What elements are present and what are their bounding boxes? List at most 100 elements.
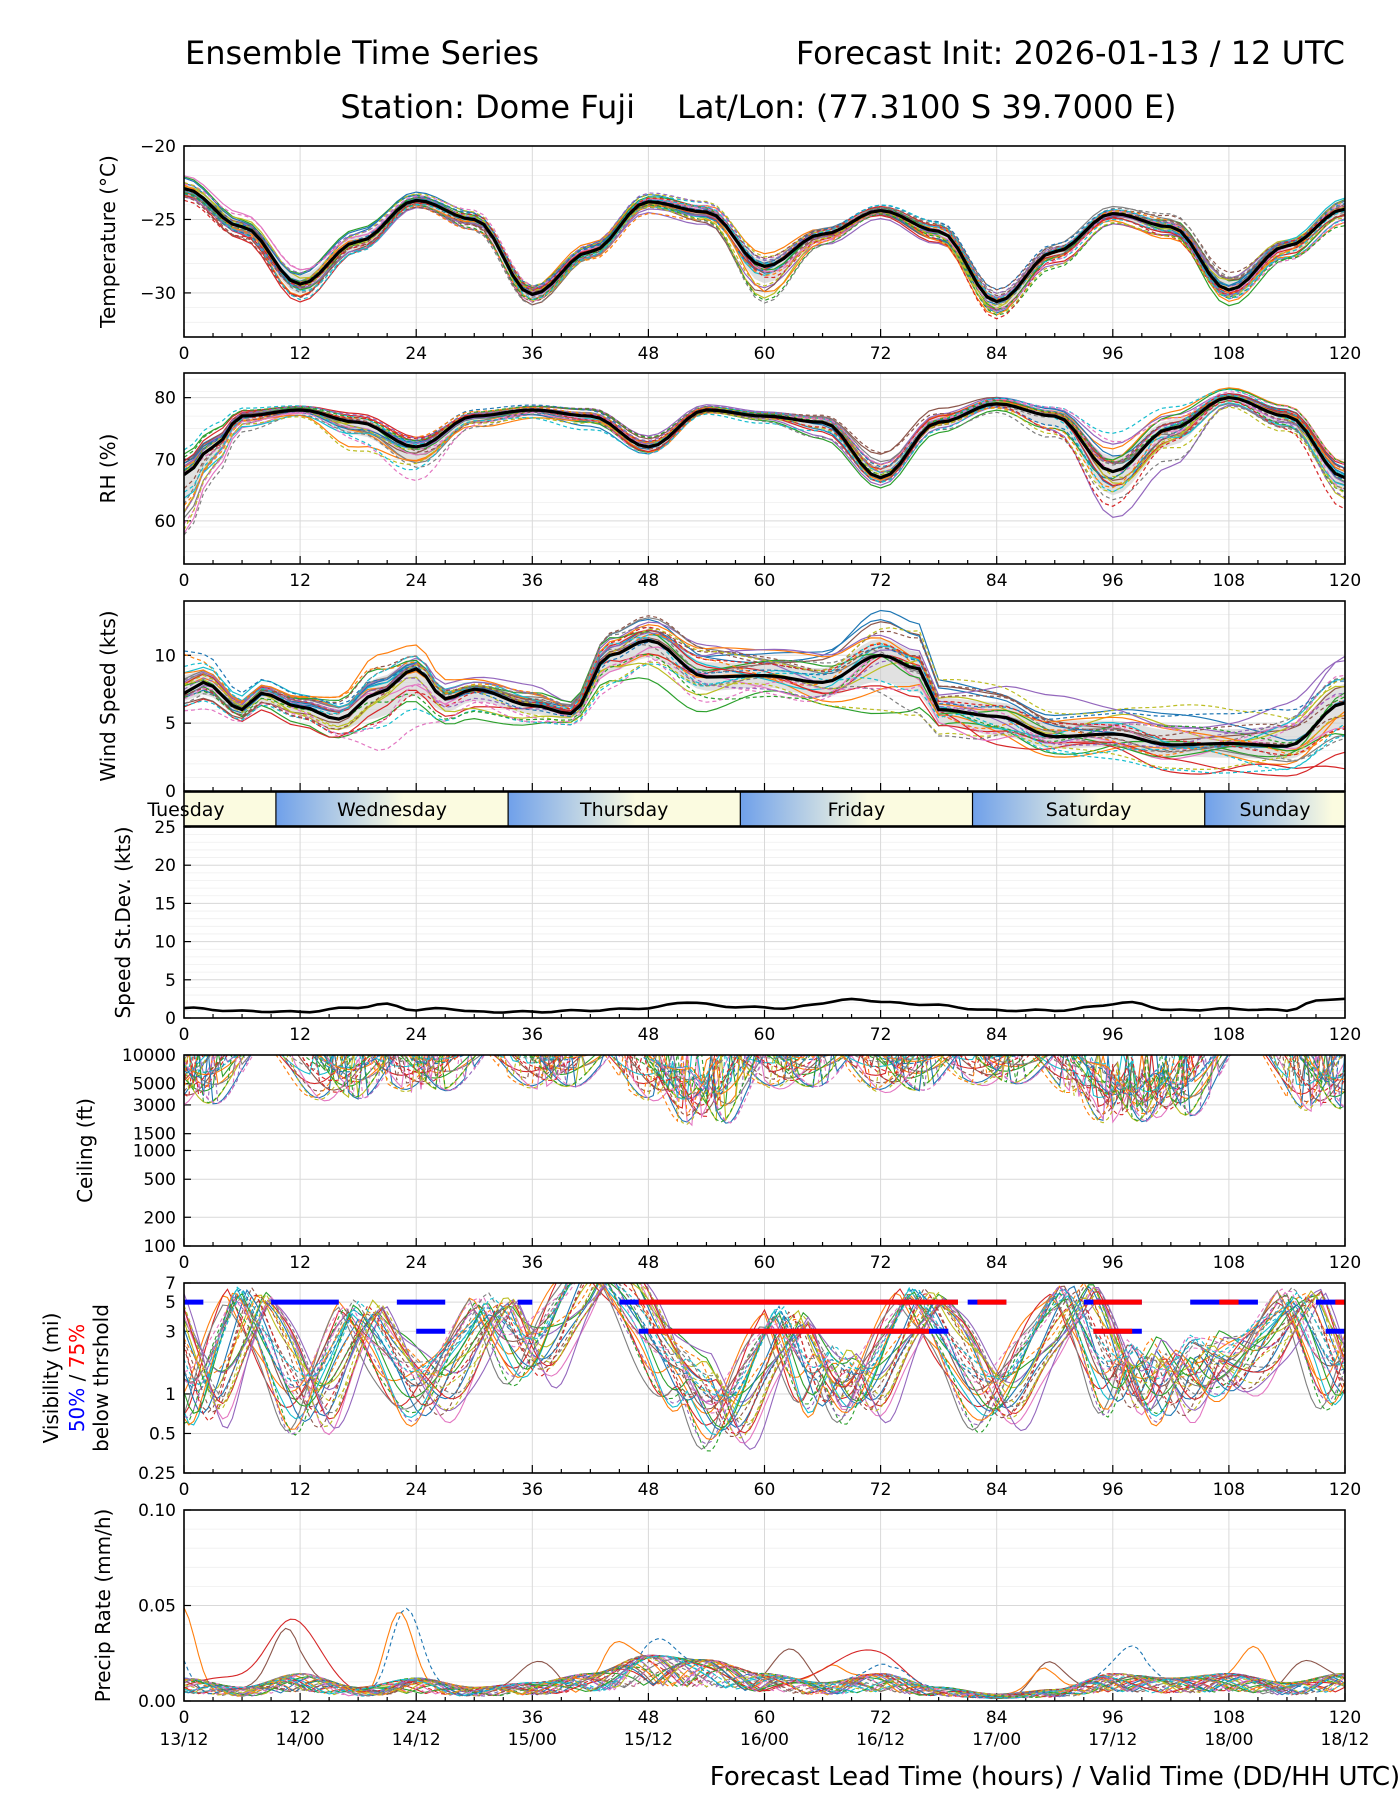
valid-time-label: 14/12 bbox=[392, 1730, 441, 1750]
x-tick-label: 36 bbox=[521, 344, 543, 364]
y-tick-label: 80 bbox=[154, 389, 176, 409]
day-label-wednesday: Wednesday bbox=[337, 799, 447, 821]
x-tick-label: 72 bbox=[870, 1025, 892, 1045]
visibility-panel: 0.25 0.5 1 3 57 0 12 24 36 48 60 72 84 96 108 120 Visibi… bbox=[39, 1274, 1361, 1500]
ceiling-member-line bbox=[184, 1055, 1345, 1124]
ensemble-member-line bbox=[184, 197, 1345, 320]
y-tick-label: 100 bbox=[144, 1237, 176, 1257]
x-tick-label: 96 bbox=[1102, 1253, 1124, 1273]
x-tick-label: 84 bbox=[986, 571, 1008, 591]
ceiling-member-line bbox=[184, 1055, 1344, 1117]
visibility-member-line bbox=[184, 1283, 1345, 1398]
y-tick-label: 0.05 bbox=[138, 1597, 176, 1617]
x-tick-label: 72 bbox=[870, 1253, 892, 1273]
valid-time-label: 16/00 bbox=[740, 1730, 789, 1750]
x-tick-label: 60 bbox=[754, 1708, 776, 1728]
x-tick-label: 0 bbox=[179, 1480, 190, 1500]
ensemble-member-line bbox=[184, 406, 1345, 513]
visibility-frame bbox=[183, 1282, 1346, 1474]
ceiling-data bbox=[184, 1055, 1345, 1127]
temperature-panel: −30 −25 −20 0 12 24 36 48 60 72 84 96 108 120 Temperat… bbox=[96, 137, 1361, 364]
temperature-ylabel: Temperature (°C) bbox=[96, 155, 120, 329]
latlon-label: Lat/Lon: (77.3100 S 39.7000 E) bbox=[677, 88, 1177, 126]
y-tick-label: 5 bbox=[165, 1293, 176, 1313]
y-tick-label: 1000 bbox=[133, 1142, 176, 1162]
x-tick-label: 120 bbox=[1329, 571, 1361, 591]
ensemble-mean-line bbox=[184, 395, 1345, 480]
wind_speed-panel: 0 5 10 Wind Speed (kts) bbox=[96, 600, 1346, 802]
stdev-line bbox=[183, 997, 1346, 1014]
day-cell bbox=[1204, 792, 1345, 826]
valid-time-label: 15/00 bbox=[508, 1730, 557, 1750]
x-tick-label: 84 bbox=[986, 1253, 1008, 1273]
chart-title-left: Ensemble Time Series bbox=[185, 34, 539, 72]
ceiling-member-line bbox=[184, 1055, 1345, 1106]
x-tick-label: 72 bbox=[870, 344, 892, 364]
visibility-member-line bbox=[184, 1283, 1345, 1429]
precip-member-line bbox=[184, 1656, 1345, 1699]
ensemble-member-line bbox=[184, 400, 1345, 510]
ensemble-member-line bbox=[184, 626, 1345, 762]
ceiling-member-line bbox=[184, 1055, 1343, 1125]
x-tick-label: 36 bbox=[521, 1480, 543, 1500]
ensemble-member-line bbox=[184, 636, 1345, 771]
valid-time-label: 18/12 bbox=[1321, 1730, 1370, 1750]
y-tick-label: 60 bbox=[154, 512, 176, 532]
visibility-member-line bbox=[184, 1283, 1345, 1403]
y-tick-label: 500 bbox=[144, 1170, 176, 1190]
x-tick-label: 108 bbox=[1213, 1480, 1245, 1500]
ensemble-member-line bbox=[184, 631, 1345, 758]
ceiling-member-line bbox=[184, 1055, 1340, 1100]
x-tick-label: 120 bbox=[1329, 1253, 1361, 1273]
visibility-member-line bbox=[184, 1283, 1345, 1438]
ensemble-member-line bbox=[184, 655, 1345, 744]
y-tick-label: 0.10 bbox=[138, 1501, 176, 1521]
visibility-data bbox=[184, 1283, 1345, 1452]
visibility-75-label: 75% bbox=[65, 1324, 89, 1368]
valid-time-label: 13/12 bbox=[160, 1730, 209, 1750]
y-tick-label: 200 bbox=[144, 1208, 176, 1228]
ensemble-member-line bbox=[184, 609, 1345, 741]
visibility-member-line bbox=[184, 1283, 1345, 1403]
x-tick-label: 0 bbox=[179, 1253, 190, 1273]
x-tick-label: 48 bbox=[638, 571, 660, 591]
y-tick-label: 0.5 bbox=[149, 1424, 176, 1444]
visibility-ylabel-percent: 50% / 75% bbox=[65, 1324, 89, 1432]
visibility-member-line bbox=[184, 1283, 1345, 1431]
x-tick-label: 48 bbox=[638, 1708, 660, 1728]
ensemble-member-line bbox=[184, 189, 1345, 297]
x-tick-label: 36 bbox=[521, 1025, 543, 1045]
x-tick-label: 60 bbox=[754, 1025, 776, 1045]
x-tick-label: 96 bbox=[1102, 1708, 1124, 1728]
ceiling-member-line bbox=[184, 1055, 1345, 1116]
x-tick-label: 108 bbox=[1213, 1253, 1245, 1273]
y-tick-label: 5 bbox=[165, 714, 176, 734]
visibility-member-line bbox=[184, 1283, 1345, 1426]
x-tick-label: 84 bbox=[986, 1708, 1008, 1728]
x-tick-label: 120 bbox=[1329, 1480, 1361, 1500]
visibility-50-label: 50% bbox=[65, 1388, 89, 1432]
x-tick-label: 24 bbox=[405, 1025, 427, 1045]
speed-stdev-panel: 0 5 10 15 20 25 0 12 24 36 48 60 72 84 96 108 120 Speed S… bbox=[111, 818, 1361, 1045]
x-tick-label: 60 bbox=[754, 1480, 776, 1500]
x-tick-label: 24 bbox=[405, 1708, 427, 1728]
y-tick-label: 10 bbox=[154, 933, 176, 953]
ensemble-member-line bbox=[184, 634, 1345, 748]
ensemble-member-line bbox=[184, 627, 1345, 728]
speed-stdev-ylabel: Speed St.Dev. (kts) bbox=[111, 826, 135, 1018]
y-tick-label: 25 bbox=[154, 818, 176, 838]
x-tick-label: 24 bbox=[405, 571, 427, 591]
x-tick-label: 96 bbox=[1102, 344, 1124, 364]
x-tick-label: 24 bbox=[405, 344, 427, 364]
ceiling-member-line bbox=[184, 1055, 1345, 1123]
precip-ylabel: Precip Rate (mm/h) bbox=[91, 1509, 115, 1703]
x-tick-label: 12 bbox=[289, 1708, 311, 1728]
wind_speed-ylabel: Wind Speed (kts) bbox=[96, 610, 120, 781]
ceiling-member-line bbox=[184, 1055, 1345, 1095]
precip-member-line bbox=[184, 1618, 1345, 1698]
ensemble-mean-line bbox=[184, 638, 1345, 748]
valid-time-label: 16/12 bbox=[856, 1730, 905, 1750]
ensemble-member-line bbox=[184, 643, 1345, 753]
x-tick-label: 36 bbox=[521, 1253, 543, 1273]
